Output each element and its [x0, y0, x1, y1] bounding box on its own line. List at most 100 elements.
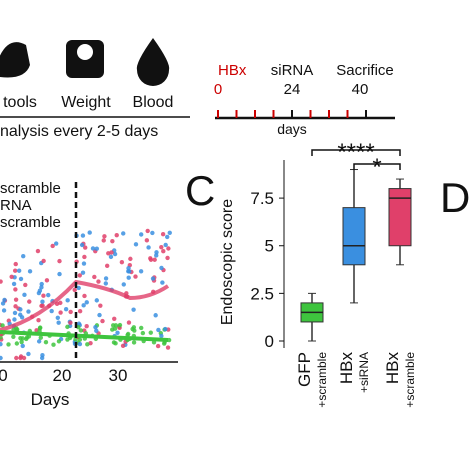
- dot: [26, 351, 31, 357]
- dot: [21, 355, 27, 361]
- dot: [27, 299, 32, 304]
- dot: [112, 251, 118, 257]
- dot: [57, 258, 62, 264]
- dot: [21, 253, 26, 259]
- dot: [13, 287, 18, 292]
- note: nalysis every 2-5 days: [0, 123, 158, 140]
- dot: [58, 310, 63, 315]
- bracket: [311, 149, 401, 156]
- dot: [161, 249, 166, 254]
- box: [388, 188, 412, 247]
- dot: [104, 263, 110, 269]
- dot: [92, 274, 97, 280]
- dot: [36, 339, 42, 344]
- category-sublabel: +scramble: [315, 352, 329, 408]
- label: Weight: [61, 94, 111, 111]
- dot: [115, 330, 120, 335]
- dot: [58, 300, 63, 306]
- dot: [81, 261, 87, 266]
- event: HBx: [218, 62, 247, 79]
- dot: [18, 276, 24, 282]
- dot: [81, 303, 86, 308]
- dot: [41, 258, 46, 264]
- dot: [145, 228, 150, 234]
- dot: [57, 271, 62, 277]
- dot: [40, 299, 45, 304]
- dot: [144, 238, 150, 243]
- box: [342, 207, 366, 266]
- dot: [87, 230, 92, 235]
- dot: [50, 243, 55, 249]
- x-tick-label: 0: [0, 366, 8, 385]
- dot: [126, 275, 131, 280]
- dot: [96, 279, 101, 284]
- dot: [159, 245, 164, 250]
- scale-dial: [77, 44, 93, 60]
- dot: [27, 269, 33, 274]
- category-sublabel: +scramble: [403, 352, 417, 408]
- dot: [82, 254, 87, 260]
- dot: [131, 340, 137, 345]
- dot: [56, 339, 62, 344]
- dot: [77, 341, 83, 347]
- dot: [14, 355, 19, 361]
- dot: [68, 320, 73, 325]
- dot: [117, 322, 123, 328]
- dot: [82, 293, 87, 299]
- dot: [72, 287, 77, 293]
- dot: [77, 337, 83, 342]
- dot: [76, 285, 81, 291]
- dot: [13, 261, 18, 267]
- dot: [12, 310, 18, 316]
- dot: [139, 325, 144, 331]
- dot: [90, 246, 96, 251]
- dot: [152, 257, 157, 262]
- dot: [76, 321, 82, 326]
- legend-label: RNA: [0, 197, 32, 214]
- dot: [22, 292, 27, 298]
- dot: [0, 355, 3, 361]
- dot: [9, 274, 14, 279]
- dot: [43, 339, 49, 345]
- dot: [13, 297, 19, 302]
- dot: [155, 343, 161, 349]
- dot: [54, 241, 59, 246]
- bracket: [353, 163, 401, 170]
- dot: [138, 232, 144, 237]
- y-tick-label: 2.5: [250, 284, 274, 303]
- dot: [165, 234, 170, 240]
- dot: [94, 328, 99, 333]
- y-tick-label: 0: [265, 332, 274, 351]
- dot: [79, 242, 85, 248]
- dot: [16, 268, 22, 273]
- legend-label: scramble: [0, 180, 61, 197]
- dot: [68, 309, 73, 315]
- timeline-ticks: [217, 110, 367, 118]
- dot: [112, 326, 118, 331]
- label: tools: [3, 94, 37, 111]
- dot: [140, 330, 146, 336]
- dot: [26, 309, 31, 314]
- dot: [160, 232, 166, 237]
- dot: [126, 265, 131, 271]
- dot: [146, 245, 151, 250]
- dot: [133, 274, 138, 279]
- dot: [109, 250, 114, 255]
- panel-label: D: [440, 174, 470, 221]
- dot: [112, 316, 117, 321]
- dot: [100, 318, 105, 324]
- x-tick-label: 20: [53, 366, 72, 385]
- dot: [94, 298, 99, 303]
- dot: [49, 308, 54, 314]
- dot: [133, 242, 139, 247]
- dot: [40, 353, 45, 358]
- dot: [46, 292, 51, 298]
- dot: [131, 307, 136, 312]
- dot: [113, 341, 118, 346]
- dot: [39, 281, 44, 287]
- dot: [63, 307, 69, 312]
- dot: [19, 339, 24, 345]
- dot: [97, 312, 102, 318]
- dot: [13, 304, 18, 309]
